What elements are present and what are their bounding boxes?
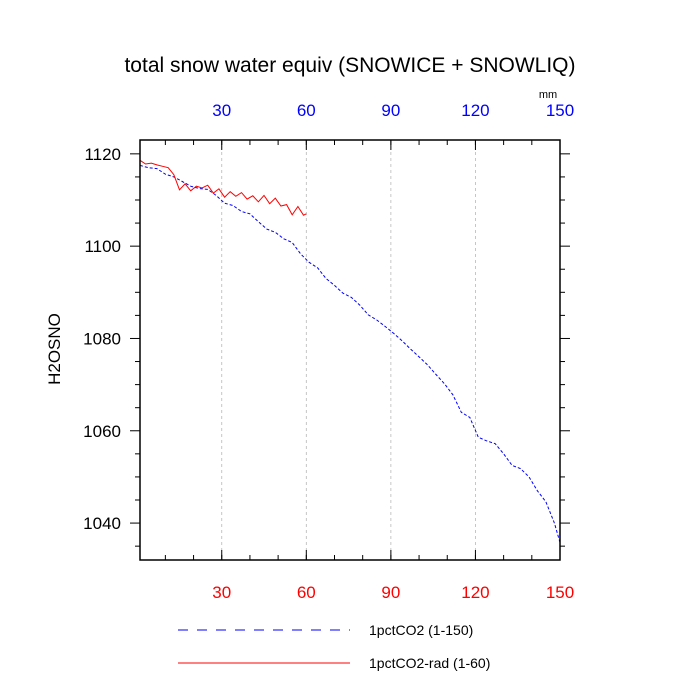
x-tick-label-top: 30 xyxy=(212,101,231,120)
legend-label-1: 1pctCO2 (1-150) xyxy=(369,622,473,638)
units-label: mm xyxy=(539,89,557,101)
y-tick-label: 1080 xyxy=(83,329,121,348)
x-tick-label-top: 60 xyxy=(297,101,316,120)
y-tick-label: 1040 xyxy=(83,514,121,533)
x-tick-label-top: 90 xyxy=(381,101,400,120)
grid-lines xyxy=(221,140,476,560)
series-line-2 xyxy=(139,159,307,216)
y-axis-label: H2OSNO xyxy=(45,313,64,385)
x-tick-label: 90 xyxy=(381,583,400,602)
x-tick-label: 120 xyxy=(461,583,489,602)
x-tick-label: 150 xyxy=(546,583,574,602)
axes: 30 30 60 60 90 90 120 120 150 150 1040 1060 1080 1100… xyxy=(83,101,574,602)
legend-label-2: 1pctCO2-rad (1-60) xyxy=(369,655,490,671)
y-tick-label: 1120 xyxy=(84,145,121,164)
x-tick-label-top: 150 xyxy=(546,101,574,120)
x-tick-label-top: 120 xyxy=(461,101,489,120)
plot-frame xyxy=(139,139,561,561)
y-tick-label: 1100 xyxy=(84,237,121,256)
y-tick-label: 1060 xyxy=(83,422,121,441)
legend: 1pctCO2 (1-150) 1pctCO2-rad (1-60) xyxy=(178,622,490,671)
x-tick-label: 30 xyxy=(212,583,231,602)
plot-series xyxy=(139,159,561,543)
x-tick-label: 60 xyxy=(297,583,316,602)
series-line-1 xyxy=(139,164,561,543)
chart-title: total snow water equiv (SNOWICE + SNOWLI… xyxy=(124,54,575,77)
